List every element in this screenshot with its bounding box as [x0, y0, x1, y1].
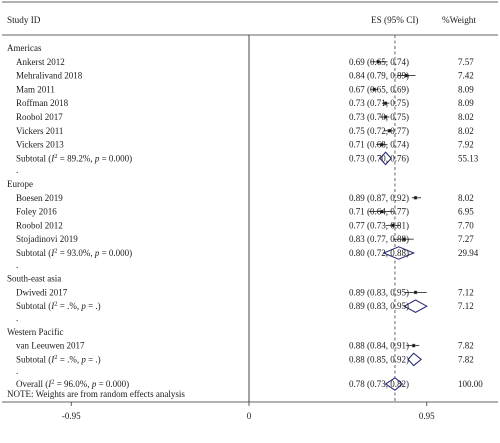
study-point [384, 101, 388, 105]
x-tick-label: -0.95 [62, 411, 81, 421]
subtotal-diamond [382, 246, 416, 260]
subtotal-ci: 0.73 (0.70, 0.76) [349, 153, 409, 163]
study-ci: 0.69 (0.65, 0.74) [349, 57, 409, 67]
subtotal-label: Subtotal (I2 = .%, p = .) [16, 301, 101, 312]
study-label: Foley 2016 [16, 207, 57, 217]
study-point [384, 115, 388, 119]
subtotal-ci: 0.80 (0.72, 0.88) [349, 248, 409, 258]
group-heading: Americas [7, 43, 42, 53]
study-point [404, 74, 408, 78]
study-weight: 8.09 [458, 84, 474, 94]
study-label: Mam 2011 [16, 84, 55, 94]
x-tick-label: 0 [247, 411, 252, 421]
study-weight: 8.02 [458, 126, 474, 136]
study-point [387, 129, 391, 133]
x-axis: -0.95 0 0.95 [62, 402, 435, 421]
subtotal-label: Subtotal (I2 = .%, p = .) [16, 354, 101, 365]
group-heading: Western Pacific [7, 327, 64, 337]
study-ci: 0.73 (0.70, 0.75) [349, 112, 409, 122]
study-label: Stojadinovi 2019 [16, 234, 78, 244]
footnote: NOTE: Weights are from random effects an… [7, 389, 185, 399]
study-weight: 8.02 [458, 112, 474, 122]
study-point [414, 196, 418, 200]
separator-dot: . [16, 260, 18, 270]
study-ci: 0.73 (0.71, 0.75) [349, 98, 409, 108]
study-label: Boesen 2019 [16, 193, 63, 203]
header-study-id: Study ID [7, 15, 41, 25]
subtotal-ci: 0.88 (0.85, 0.92) [349, 354, 409, 364]
subtotal-weight: 55.13 [458, 153, 479, 163]
study-point [412, 344, 416, 348]
study-weight: 7.27 [458, 234, 474, 244]
study-label: Ankerst 2012 [16, 57, 65, 67]
study-weight: 7.70 [458, 220, 474, 230]
study-weight: 7.82 [458, 341, 474, 351]
study-ci: 0.77 (0.73, 0.81) [349, 220, 409, 230]
separator-dot: . [16, 165, 18, 175]
overall-weight: 100.00 [458, 379, 483, 389]
overall-ci: 0.78 (0.73, 0.82) [349, 379, 409, 389]
study-ci: 0.83 (0.77, 0.88) [349, 234, 409, 244]
study-label: Vickers 2013 [16, 140, 64, 150]
study-label: Roobol 2017 [16, 112, 63, 122]
study-weight: 7.92 [458, 140, 474, 150]
separator-dot: . [16, 313, 18, 323]
study-point [376, 60, 380, 64]
overall-label: Overall (I2 = 96.0%, p = 0.000) [16, 379, 129, 390]
study-label: Dwivedi 2017 [16, 287, 68, 297]
study-weight: 6.95 [458, 207, 474, 217]
header-es-ci: ES (95% CI) [371, 15, 418, 25]
study-weight: 7.12 [458, 287, 474, 297]
study-label: Vickers 2011 [16, 126, 63, 136]
subtotal-label: Subtotal (I2 = 93.0%, p = 0.000) [16, 248, 132, 259]
study-point [391, 223, 395, 227]
subtotal-weight: 7.82 [458, 354, 474, 364]
subtotal-diamond [407, 352, 423, 367]
study-ci: 0.84 (0.79, 0.89) [349, 71, 409, 81]
study-ci: 0.89 (0.83, 0.95) [349, 287, 409, 297]
study-ci: 0.71 (0.68, 0.74) [349, 140, 409, 150]
study-weight: 7.57 [458, 57, 474, 67]
header-weight: %Weight [442, 15, 476, 25]
study-ci: 0.88 (0.84, 0.91) [349, 341, 409, 351]
study-ci: 0.89 (0.87, 0.92) [349, 193, 409, 203]
study-label: Mehralivand 2018 [16, 71, 83, 81]
study-ci: 0.67 (0.65, 0.69) [349, 84, 409, 94]
study-point [402, 237, 406, 241]
study-point [380, 143, 384, 147]
study-weight: 8.09 [458, 98, 474, 108]
study-ci: 0.71 (0.64, 0.77) [349, 207, 409, 217]
study-ci: 0.75 (0.72, 0.77) [349, 126, 409, 136]
subtotal-weight: 29.94 [458, 248, 479, 258]
study-point [380, 210, 384, 214]
study-rows: Americas Ankerst 2012 0.69 (0.65, 0.74) 7.5… [7, 43, 483, 391]
x-tick-label: 0.95 [419, 411, 435, 421]
subtotal-weight: 7.12 [458, 301, 474, 311]
study-point [372, 87, 376, 91]
study-point [414, 290, 418, 294]
study-label: Roobol 2012 [16, 220, 63, 230]
group-heading: South-east asia [7, 274, 61, 284]
subtotal-diamond [403, 299, 428, 314]
study-weight: 8.02 [458, 193, 474, 203]
study-label: van Leeuwen 2017 [16, 341, 85, 351]
study-label: Roffman 2018 [16, 98, 69, 108]
overall-diamond [384, 377, 404, 391]
group-heading: Europe [7, 179, 33, 189]
subtotal-ci: 0.89 (0.83, 0.95) [349, 301, 409, 311]
subtotal-label: Subtotal (I2 = 89.2%, p = 0.000) [16, 153, 132, 164]
subtotal-diamond [379, 151, 392, 166]
study-weight: 7.42 [458, 71, 474, 81]
separator-dot: . [16, 366, 18, 376]
